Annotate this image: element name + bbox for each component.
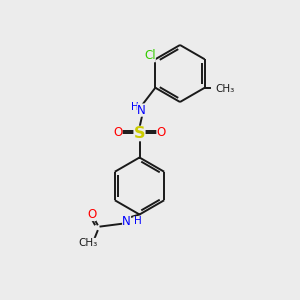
Text: CH₃: CH₃ <box>78 238 98 248</box>
Text: Cl: Cl <box>144 49 156 62</box>
Text: H: H <box>134 216 141 226</box>
Text: CH₃: CH₃ <box>215 84 234 94</box>
Text: H: H <box>130 102 138 112</box>
Text: N: N <box>137 103 146 117</box>
Text: S: S <box>134 126 145 141</box>
Text: O: O <box>113 125 122 139</box>
Text: O: O <box>157 125 166 139</box>
Text: N: N <box>122 215 131 228</box>
Text: O: O <box>87 208 96 221</box>
